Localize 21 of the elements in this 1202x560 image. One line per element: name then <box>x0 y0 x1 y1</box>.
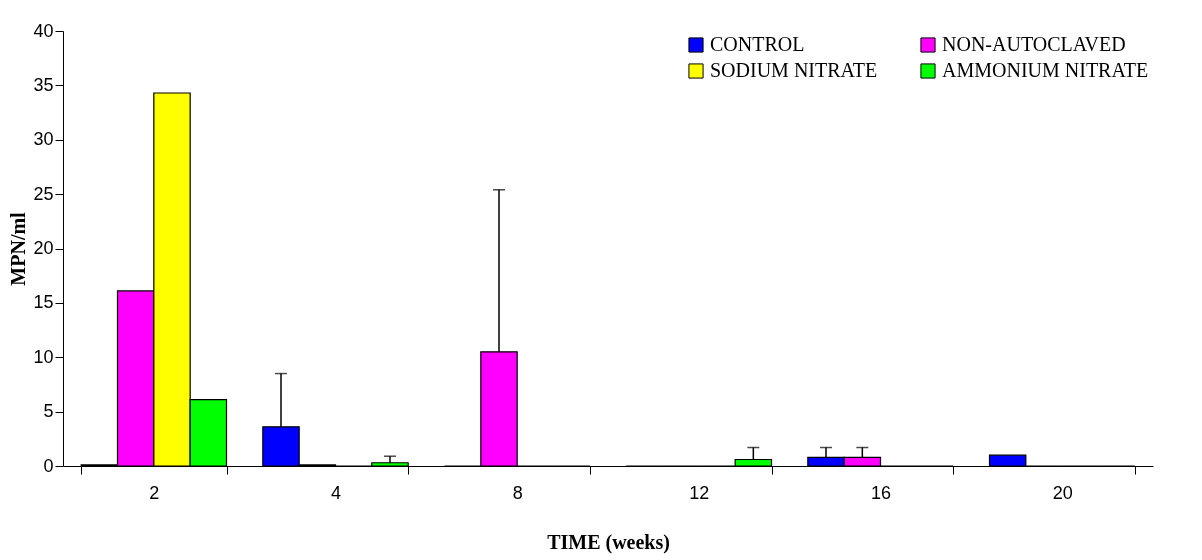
x-tick-label: 8 <box>512 482 523 503</box>
legend-label: AMMONIUM NITRATE <box>942 59 1149 81</box>
legend-label: NON-AUTOCLAVED <box>942 33 1126 55</box>
legend-label: CONTROL <box>710 33 805 55</box>
y-axis-title: MPN/ml <box>7 211 30 286</box>
y-tick-label: 40 <box>33 20 54 41</box>
x-tick-label: 12 <box>689 482 710 503</box>
y-tick-label: 20 <box>33 238 54 258</box>
y-tick-label: 10 <box>33 346 54 367</box>
x-tick-label: 2 <box>149 482 160 503</box>
y-tick-label: 0 <box>43 455 54 476</box>
y-tick-label: 15 <box>33 292 54 313</box>
y-tick-label: 30 <box>33 129 54 150</box>
x-tick-label: 4 <box>330 482 342 503</box>
x-tick-label: 16 <box>870 482 892 503</box>
x-axis-title: TIME (weeks) <box>547 530 670 554</box>
y-tick-label: 5 <box>43 401 54 422</box>
x-tick-label: 20 <box>1052 482 1073 503</box>
y-tick-label: 25 <box>33 183 54 204</box>
legend-label: SODIUM NITRATE <box>710 59 878 81</box>
y-tick-label: 35 <box>33 74 54 95</box>
